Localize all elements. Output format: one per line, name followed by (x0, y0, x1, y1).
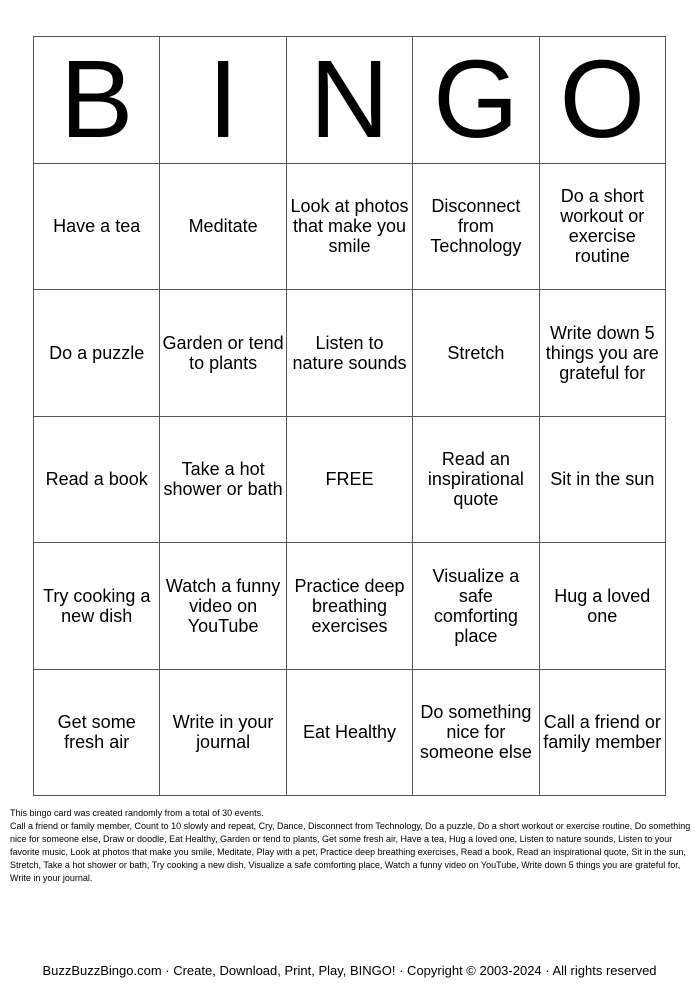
header-letter: I (160, 37, 287, 164)
bingo-cell: Look at photos that make you smile (286, 163, 414, 290)
card-info: This bingo card was created randomly fro… (10, 807, 695, 885)
event-list: Call a friend or family member, Count to… (10, 821, 691, 883)
bingo-cell: Watch a funny video on YouTube (160, 543, 287, 670)
bingo-cell: Stretch (413, 290, 540, 417)
bingo-card: B I N G O Have a tea Meditate Look at photos th… (33, 36, 666, 796)
bingo-cell: Try cooking a new dish (34, 543, 161, 670)
bingo-cell: Visualize a safe comforting place (413, 543, 540, 670)
bingo-cell: Do something nice for someone else (413, 669, 540, 796)
header-letter: N (286, 37, 414, 164)
bingo-cell: Disconnect from Technology (413, 163, 540, 290)
bingo-cell: Meditate (160, 163, 287, 290)
bingo-cell: Sit in the sun (539, 416, 666, 543)
bingo-cell: Hug a loved one (539, 543, 666, 670)
bingo-cell: Read an inspirational quote (413, 416, 540, 543)
bingo-cell: Do a short workout or exercise routine (539, 163, 666, 290)
bingo-cell: Have a tea (34, 163, 161, 290)
header-letter: B (34, 37, 161, 164)
bingo-cell: Write down 5 things you are grateful for (539, 290, 666, 417)
footer: BuzzBuzzBingo.com · Create, Download, Pr… (42, 963, 657, 978)
bingo-cell: Garden or tend to plants (160, 290, 287, 417)
bingo-cell: Listen to nature sounds (286, 290, 414, 417)
bingo-cell: Write in your journal (160, 669, 287, 796)
header-letter: O (539, 37, 666, 164)
bingo-cell: Practice deep breathing exercises (286, 543, 414, 670)
bingo-cell: Read a book (34, 416, 161, 543)
bingo-cell: Eat Healthy (286, 669, 414, 796)
bingo-cell: Get some fresh air (34, 669, 161, 796)
bingo-cell: Do a puzzle (34, 290, 161, 417)
card-summary: This bingo card was created randomly fro… (10, 808, 264, 818)
bingo-cell: Call a friend or family member (539, 669, 666, 796)
free-space: FREE (286, 416, 414, 543)
header-letter: G (413, 37, 540, 164)
bingo-cell: Take a hot shower or bath (160, 416, 287, 543)
